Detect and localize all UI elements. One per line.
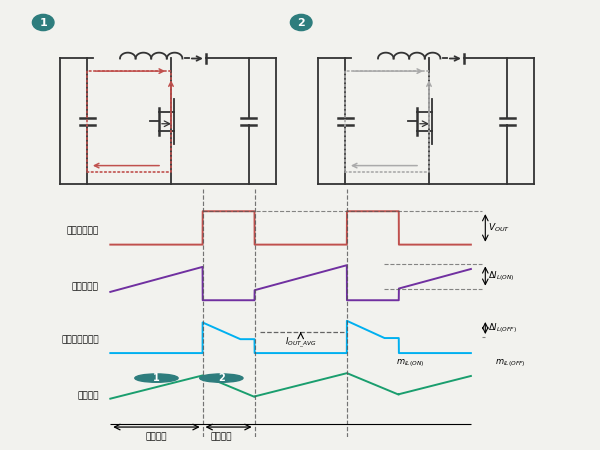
- Text: 2: 2: [218, 373, 225, 383]
- Circle shape: [290, 14, 312, 31]
- Circle shape: [32, 14, 54, 31]
- Text: 开关节点电压: 开关节点电压: [67, 227, 99, 236]
- Text: $\Delta I_{L(OFF)}$: $\Delta I_{L(OFF)}$: [488, 321, 517, 335]
- Text: $\Delta I_{L(ON)}$: $\Delta I_{L(ON)}$: [488, 269, 515, 283]
- Text: $V_{OUT}$: $V_{OUT}$: [488, 222, 510, 234]
- Text: $m_{IL(ON)}$: $m_{IL(ON)}$: [396, 357, 424, 369]
- Text: 开关导通: 开关导通: [146, 432, 167, 441]
- Circle shape: [135, 374, 178, 382]
- Circle shape: [200, 374, 243, 382]
- Text: $I_{OUT\_AVG}$: $I_{OUT\_AVG}$: [284, 335, 317, 350]
- Text: 二极管续流电流: 二极管续流电流: [61, 335, 99, 344]
- Text: 1: 1: [40, 18, 47, 27]
- Text: 电感电流: 电感电流: [77, 391, 99, 400]
- Text: 2: 2: [298, 18, 305, 27]
- Text: 1: 1: [153, 373, 160, 383]
- Text: $m_{IL(OFF)}$: $m_{IL(OFF)}$: [494, 357, 525, 369]
- Text: 开关关闭: 开关关闭: [211, 432, 232, 441]
- Text: 开关管电流: 开关管电流: [72, 283, 99, 292]
